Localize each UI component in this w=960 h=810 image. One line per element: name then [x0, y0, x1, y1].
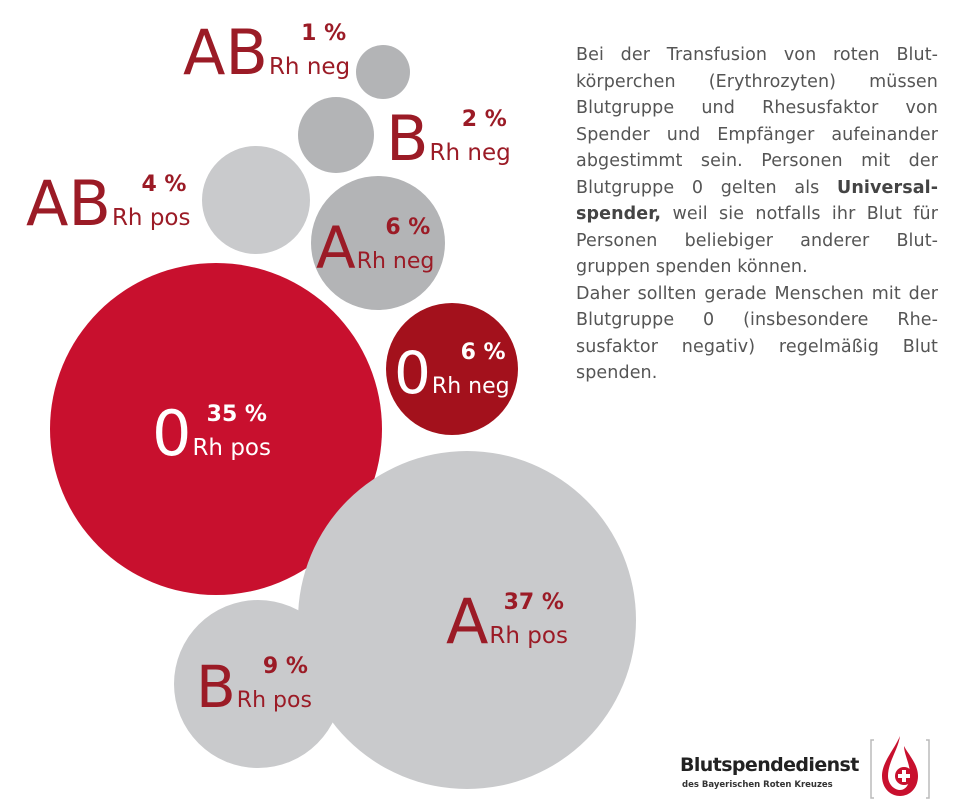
bubble-label-rh-ab-rh-pos: Rh pos: [112, 205, 191, 231]
info-bold-term: Universal­spender,: [576, 177, 938, 225]
bubble-label-pct-a-rh-neg: 6 %: [385, 215, 430, 240]
bubble-a-rh-pos: [298, 451, 636, 789]
logo-bracket-left: [870, 739, 874, 799]
bubble-label-letter-b-rh-pos: B: [196, 653, 236, 721]
bubble-label-pct-0-rh-neg: 6 %: [461, 340, 506, 365]
bubble-label-pct-ab-rh-pos: 4 %: [141, 172, 186, 197]
info-text-1: Bei der Transfusion von roten Blut­körpe…: [576, 45, 938, 198]
logo-subtitle: des Bayerischen Roten Kreuzes: [682, 780, 833, 790]
bubble-label-rh-b-rh-neg: Rh neg: [430, 140, 511, 166]
info-paragraph-1: Bei der Transfusion von roten Blut­körpe…: [576, 42, 938, 281]
info-text: Bei der Transfusion von roten Blut­körpe…: [576, 42, 938, 387]
bubble-0-rh-pos: [50, 263, 382, 595]
bubble-ab-rh-pos: [202, 146, 310, 254]
bubble-label-letter-0-rh-pos: 0: [152, 397, 191, 470]
blood-drop-cross-icon: [870, 736, 930, 799]
bubble-label-letter-b-rh-neg: B: [386, 102, 429, 175]
bubble-label-pct-b-rh-neg: 2 %: [462, 107, 507, 132]
bubble-label-pct-b-rh-pos: 9 %: [263, 654, 308, 679]
bubble-label-rh-0-rh-pos: Rh pos: [192, 435, 271, 461]
bubble-label-letter-0-rh-neg: 0: [394, 339, 431, 407]
logo-bracket-right: [926, 739, 930, 799]
bubble-label-rh-a-rh-pos: Rh pos: [489, 623, 568, 649]
bubble-b-rh-pos: [174, 600, 342, 768]
logo-drop: [882, 736, 918, 796]
brk-logo: Blutspendedienst des Bayerischen Roten K…: [676, 732, 946, 804]
bubble-label-letter-ab-rh-neg: AB: [183, 16, 268, 89]
logo-cross-v: [902, 770, 906, 782]
bubble-label-letter-a-rh-neg: A: [316, 214, 356, 282]
bubble-ab-rh-neg: [356, 45, 410, 99]
bubble-0-rh-neg: [386, 303, 518, 435]
bubble-label-rh-ab-rh-neg: Rh neg: [269, 54, 350, 80]
bubble-label-letter-ab-rh-pos: AB: [26, 167, 111, 240]
bubble-label-letter-a-rh-pos: A: [446, 585, 488, 658]
bubble-label-rh-a-rh-neg: Rh neg: [357, 249, 435, 274]
info-text-2: weil sie notfalls ihr Blut für Personen …: [576, 204, 938, 277]
bubble-label-pct-a-rh-pos: 37 %: [504, 590, 564, 615]
info-paragraph-2: Daher sollten gerade Menschen mit der Bl…: [576, 283, 938, 384]
bubble-label-pct-ab-rh-neg: 1 %: [301, 21, 346, 46]
bubble-label-pct-0-rh-pos: 35 %: [207, 402, 267, 427]
bubble-b-rh-neg: [298, 97, 374, 173]
bubble-a-rh-neg: [311, 176, 445, 310]
bubble-label-rh-0-rh-neg: Rh neg: [432, 374, 510, 399]
bubble-label-rh-b-rh-pos: Rh pos: [237, 688, 312, 713]
logo-name: Blutspendedienst: [680, 754, 859, 776]
